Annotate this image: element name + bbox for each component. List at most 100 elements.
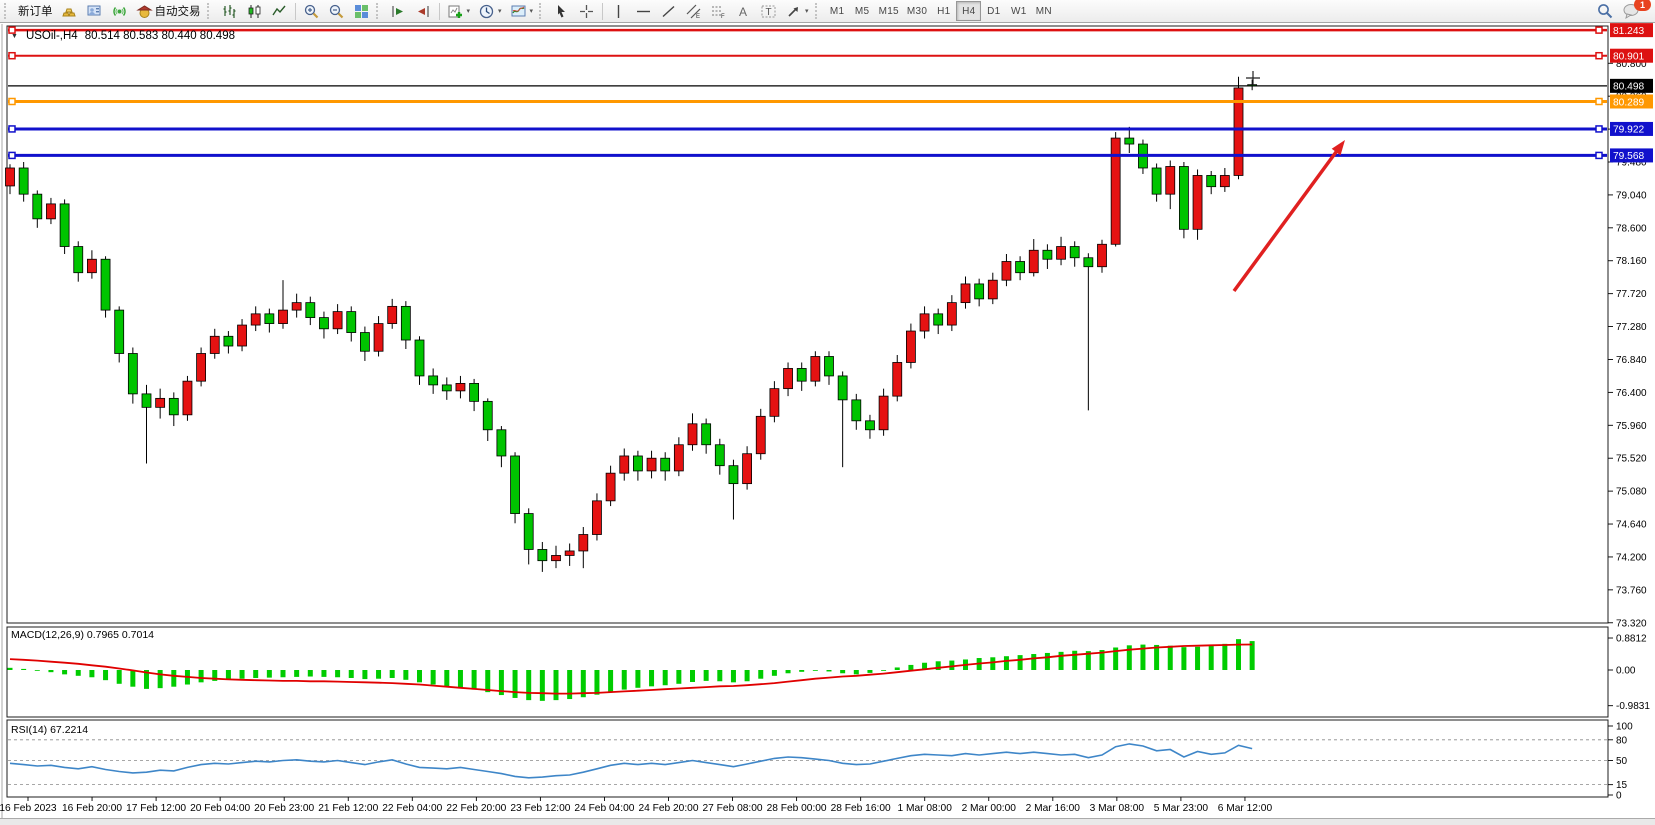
candles-layer	[5, 76, 1258, 572]
new-chart-button[interactable]: ▾	[443, 1, 475, 21]
dropdown-arrow-icon: ▾	[805, 8, 809, 15]
svg-text:77.720: 77.720	[1616, 289, 1647, 300]
trendline-tool-button[interactable]	[656, 1, 681, 21]
templates-button[interactable]: ▾	[506, 1, 538, 21]
auto-scroll-icon	[391, 5, 403, 17]
time-axis: 16 Feb 2023 16 Feb 20:00 17 Feb 12:00 20 Fe…	[0, 797, 1272, 814]
candlestick-chart-button[interactable]	[242, 1, 267, 21]
svg-text:74.200: 74.200	[1616, 552, 1647, 563]
crosshair-icon	[580, 4, 594, 18]
svg-text:22 Feb 20:00: 22 Feb 20:00	[446, 803, 506, 814]
periods-button[interactable]: ▾	[474, 1, 506, 21]
line-chart-icon	[271, 5, 286, 15]
toolbar-grip[interactable]	[814, 3, 821, 19]
tile-windows-button[interactable]	[349, 1, 374, 21]
dropdown-arrow-icon: ▾	[498, 8, 502, 15]
timeframe-d1-button[interactable]: D1	[981, 1, 1006, 21]
chart-profiles-button[interactable]	[57, 1, 82, 21]
autotrading-button[interactable]: 自动交易	[132, 1, 205, 21]
zoom-out-icon	[329, 4, 343, 18]
bar-chart-button[interactable]	[217, 1, 242, 21]
line-chart-button[interactable]	[267, 1, 292, 21]
svg-text:F: F	[721, 14, 725, 20]
rsi-indicator-label: RSI(14) 67.2214	[11, 724, 89, 736]
svg-text:16 Feb 20:00: 16 Feb 20:00	[62, 803, 122, 814]
fibonacci-tool-button[interactable]: F	[706, 1, 731, 21]
svg-text:15: 15	[1616, 780, 1628, 791]
signal-button[interactable]	[107, 1, 132, 21]
zoom-in-button[interactable]	[299, 1, 324, 21]
market-watch-icon	[87, 5, 100, 15]
timeframe-mn-button[interactable]: MN	[1031, 1, 1056, 21]
channel-tool-button[interactable]: E	[681, 1, 706, 21]
autotrading-icon	[135, 4, 153, 18]
text-label-tool-button[interactable]: T	[756, 1, 781, 21]
arrow-annotation[interactable]	[1232, 140, 1345, 293]
svg-text:0: 0	[1616, 791, 1622, 802]
timeframe-m5-button[interactable]: M5	[850, 1, 875, 21]
svg-text:78.600: 78.600	[1616, 223, 1647, 234]
new-order-button[interactable]: 新订单	[14, 1, 57, 21]
svg-text:80: 80	[1616, 735, 1628, 746]
toolbar-grip[interactable]	[539, 3, 545, 19]
svg-text:75.080: 75.080	[1616, 487, 1647, 498]
equidistant-channel-icon: E	[686, 4, 701, 20]
candlestick-chart-icon	[248, 4, 260, 18]
market-watch-button[interactable]	[82, 1, 107, 21]
toolbar-grip[interactable]	[206, 3, 213, 19]
macd-axis: 0.8812 0.00 -0.9831	[1608, 634, 1650, 712]
svg-text:E: E	[696, 14, 700, 20]
timeframe-h4-button[interactable]: H4	[956, 1, 982, 21]
horizontal-line-80.901[interactable]	[8, 51, 1607, 60]
timeframe-w1-button[interactable]: W1	[1006, 1, 1031, 21]
text-tool-button[interactable]: A	[731, 1, 756, 21]
vertical-line-tool-button[interactable]	[606, 1, 631, 21]
horizontal-line-79.922[interactable]	[8, 125, 1607, 133]
text-icon: A	[739, 5, 747, 19]
svg-text:73.320: 73.320	[1616, 618, 1647, 629]
timeframe-m15-button[interactable]: M15	[875, 1, 903, 21]
svg-text:80.289: 80.289	[1613, 97, 1644, 108]
svg-text:24 Feb 20:00: 24 Feb 20:00	[638, 803, 698, 814]
chart-shift-button[interactable]	[411, 1, 436, 21]
horizontal-line-tool-button[interactable]	[631, 1, 656, 21]
svg-text:78.160: 78.160	[1616, 256, 1647, 267]
search-button[interactable]	[1592, 1, 1618, 21]
chart-symbol-period: USOil-,H4	[25, 30, 78, 42]
svg-text:80.800: 80.800	[1616, 59, 1647, 70]
cursor-tool-button[interactable]	[549, 1, 574, 21]
crosshair-tool-button[interactable]	[574, 1, 599, 21]
timeframe-h1-button[interactable]: H1	[931, 1, 956, 21]
chart-title: ▼ USOil-,H4 80.514 80.583 80.440 80.498	[11, 30, 235, 42]
price-tag-80.289: 80.289	[1610, 94, 1653, 109]
svg-text:24 Feb 04:00: 24 Feb 04:00	[574, 803, 634, 814]
toolbar-grip[interactable]	[375, 3, 382, 19]
svg-text:80.901: 80.901	[1613, 52, 1644, 63]
svg-text:76.400: 76.400	[1616, 388, 1647, 399]
horizontal-line-icon	[637, 10, 651, 12]
cursor-icon	[558, 4, 566, 17]
horizontal-line-81.243[interactable]	[8, 26, 1607, 34]
dropdown-arrow-icon: ▾	[529, 8, 534, 15]
price-tag-80.901: 80.901	[1610, 48, 1653, 63]
svg-text:23 Feb 12:00: 23 Feb 12:00	[510, 803, 570, 814]
horizontal-line-79.568[interactable]	[8, 151, 1607, 160]
svg-text:79.480: 79.480	[1616, 158, 1647, 169]
svg-text:75.960: 75.960	[1616, 421, 1647, 432]
svg-text:2 Mar 16:00: 2 Mar 16:00	[1026, 803, 1081, 814]
tile-windows-icon	[354, 4, 368, 18]
timeframe-m30-button[interactable]: M30	[903, 1, 931, 21]
ohlc-expander-icon[interactable]: ▼	[11, 32, 18, 40]
auto-scroll-button[interactable]	[386, 1, 411, 21]
chat-notification-badge[interactable]: 1	[1634, 0, 1651, 11]
timeframe-m1-button[interactable]: M1	[825, 1, 850, 21]
search-icon	[1598, 4, 1613, 19]
horizontal-line-80.289[interactable]	[8, 97, 1607, 106]
zoom-out-button[interactable]	[324, 1, 349, 21]
toolbar-grip[interactable]	[4, 3, 10, 19]
arrows-tool-button[interactable]: ▾	[781, 1, 813, 21]
vertical-line-icon	[617, 4, 620, 18]
svg-text:79.568: 79.568	[1613, 151, 1644, 162]
svg-text:74.640: 74.640	[1616, 520, 1647, 531]
